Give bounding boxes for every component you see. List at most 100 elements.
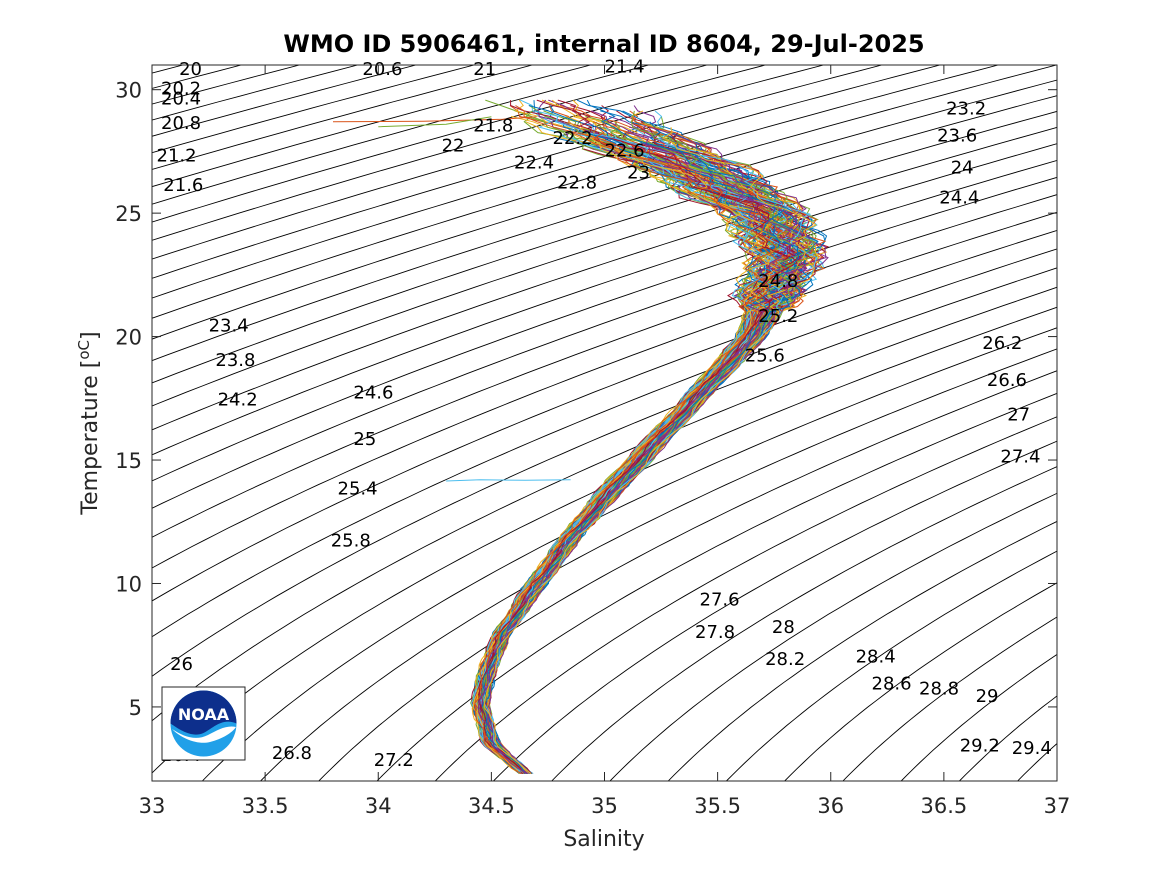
isopycnal-line [376, 392, 1057, 781]
isopycnal-label: 20.6 [362, 59, 402, 80]
profile-line [480, 99, 799, 774]
isopycnal-label: 20 [179, 59, 202, 80]
isopycnal-line [152, 143, 1057, 456]
isopycnal-label: 21.4 [605, 56, 645, 77]
noaa-logo-top [170, 690, 237, 735]
isopycnal-label: 27.6 [700, 590, 740, 611]
isopycnal-line [152, 65, 884, 279]
isopycnal-label: 24.6 [353, 382, 393, 403]
isopycnal-line [152, 65, 418, 137]
isopycnal-label: 24 [951, 158, 974, 179]
isopycnal-line [152, 229, 1057, 602]
isopycnal-line [152, 306, 1057, 774]
isopycnal-line [152, 65, 243, 89]
isopycnal-label: 26.8 [272, 743, 312, 764]
plot-frame [151, 64, 1058, 782]
isopycnal-line [152, 211, 1057, 569]
isopycnal-label: 28.6 [872, 674, 912, 695]
profile-lines [332, 99, 830, 775]
profile-line [479, 115, 795, 774]
isopycnal-line [152, 65, 768, 241]
x-tick-label: 33.5 [242, 794, 289, 818]
noaa-logo: NOAA [161, 686, 246, 761]
isopycnal-label: 26.6 [987, 370, 1027, 391]
isopycnal-label: 25 [353, 429, 376, 450]
y-tick-label: 10 [115, 572, 142, 596]
isopycnal-line [152, 286, 1057, 722]
isopycnal-line [152, 65, 360, 121]
isopycnal-label: 24.2 [218, 390, 258, 411]
x-tick-label: 35.5 [694, 794, 741, 818]
isopycnal-line [152, 65, 651, 205]
profile-line [483, 127, 817, 774]
isopycnal-line [152, 65, 942, 299]
isopycnal-label: 29 [976, 686, 999, 707]
profile-line [473, 148, 771, 774]
x-tick-label: 34.5 [468, 794, 515, 818]
isopycnal-label: 25.8 [331, 530, 371, 551]
isopycnal-label: 25.6 [745, 345, 785, 366]
isopycnal-label: 29.2 [960, 735, 1000, 756]
x-tick-label: 34 [365, 794, 392, 818]
isopycnal-line [0, 53, 56, 794]
isopycnal-label: 24.8 [758, 271, 798, 292]
isopycnal-line [318, 370, 1057, 781]
isopycnal-label: 22.8 [557, 172, 597, 193]
isopycnal-label: 28.2 [765, 649, 805, 670]
isopycnal-line [152, 267, 1057, 677]
isopycnal-label: 27.4 [1000, 447, 1040, 468]
isopycnal-line [152, 65, 593, 188]
profile-line [481, 148, 808, 774]
isopycnal-line [551, 466, 1057, 781]
isopycnal-line [152, 159, 1057, 482]
profile-line [378, 116, 492, 128]
isopycnal-line [1064, 53, 1167, 794]
isopycnal-label: 23.6 [937, 126, 977, 147]
profile-line [474, 105, 777, 775]
isopycnal-label: 25.4 [338, 479, 378, 500]
isopycnal-line [152, 95, 1057, 384]
isopycnal-line [152, 65, 709, 223]
x-tick-label: 33 [139, 794, 166, 818]
isopycnal-line [434, 416, 1057, 781]
isopycnal-line [152, 176, 1057, 509]
isopycnal-label: 20.2 [161, 79, 201, 100]
x-axis-ticks: 33 33.5 34 34.5 35 35.5 36 36.5 37 [139, 65, 1070, 818]
isopycnal-line [152, 248, 1057, 638]
isopycnal-line [259, 348, 1057, 781]
isopycnal-line [492, 440, 1057, 781]
isopycnal-label: 21 [473, 59, 496, 80]
isopycnal-line [609, 492, 1057, 781]
isopycnal-label: 21.8 [473, 116, 513, 137]
isopycnal-line [900, 653, 1057, 781]
y-tick-label: 5 [129, 696, 142, 720]
y-tick-label: 20 [115, 326, 142, 350]
profile-line [482, 99, 800, 774]
isopycnal-line [784, 582, 1057, 781]
isopycnal-label: 20.8 [161, 113, 201, 134]
isopycnal-line [152, 110, 1057, 407]
y-tick-label: 25 [115, 202, 142, 226]
profile-line [478, 153, 798, 774]
isopycnal-label: 22.6 [605, 140, 645, 161]
isopycnal-line [152, 65, 826, 260]
isopycnal-lines [0, 53, 1167, 794]
isopycnal-label: 28 [772, 617, 795, 638]
isopycnal-label: 26 [170, 654, 193, 675]
isopycnal-label: 27 [1007, 405, 1030, 426]
isopycnal-label: 28.8 [919, 679, 959, 700]
isopycnal-line [201, 327, 1057, 781]
isopycnal-label: 25.2 [758, 306, 798, 327]
isopycnal-label: 21.6 [163, 175, 203, 196]
isopycnal-line [725, 550, 1057, 781]
isopycnal-label: 23.2 [946, 98, 986, 119]
isopycnal-label: 24.4 [939, 187, 979, 208]
isopycnal-label: 23 [627, 163, 650, 184]
profile-line [477, 132, 799, 775]
chart-title: WMO ID 5906461, internal ID 8604, 29-Jul… [283, 30, 924, 58]
y-axis-label: Temperature [oC] [75, 331, 103, 515]
noaa-logo-wave [172, 726, 236, 743]
isopycnal-label: 22.4 [514, 153, 554, 174]
isopycnal-line [152, 194, 1057, 538]
